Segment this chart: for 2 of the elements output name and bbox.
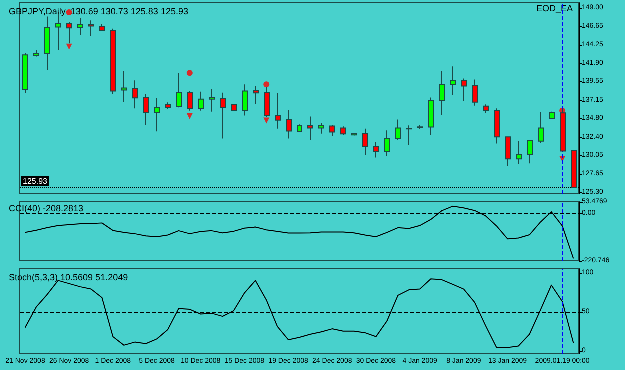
ref-line-label: 125.93 [23, 177, 48, 186]
annotation: EOD_EA [536, 4, 573, 14]
